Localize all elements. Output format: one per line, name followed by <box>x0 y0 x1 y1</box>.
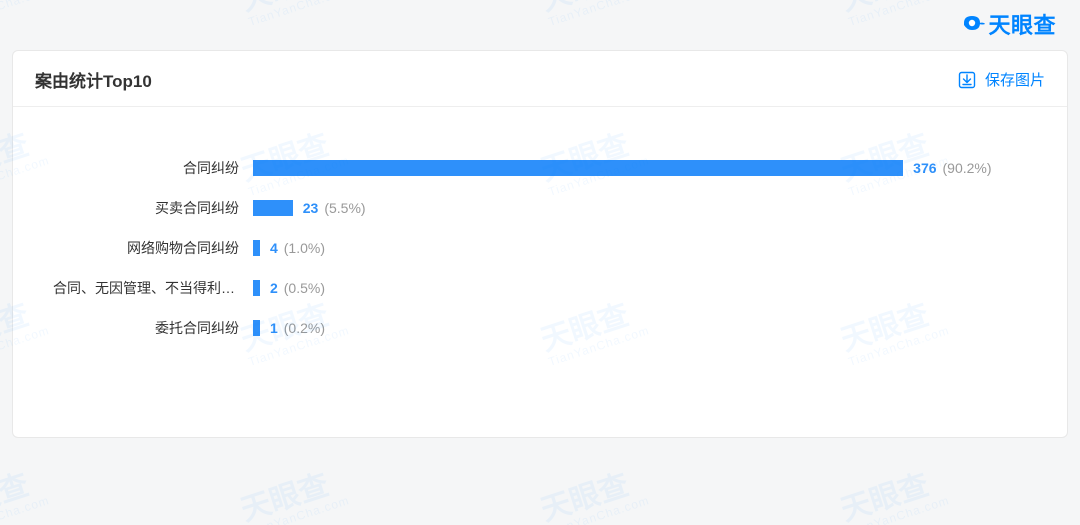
bar-fill <box>253 200 293 216</box>
bar-pct: (0.2%) <box>284 320 325 336</box>
bar-row: 委托合同纠纷 1 (0.2%) <box>53 317 1027 339</box>
bar-label: 合同、无因管理、不当得利纠... <box>53 278 253 298</box>
bar-track: 23 (5.5%) <box>253 200 1027 216</box>
bar-label: 委托合同纠纷 <box>53 318 253 338</box>
brand-name: 天眼查 <box>988 8 1056 40</box>
bar-value: 376 <box>913 160 936 176</box>
watermark-stamp: 天眼查TianYanCha.com <box>0 455 51 525</box>
brand-logo: 天眼查 <box>960 8 1056 40</box>
bar-fill <box>253 160 903 176</box>
card-header: 案由统计Top10 保存图片 <box>13 51 1067 107</box>
bar-pct: (1.0%) <box>284 240 325 256</box>
bar-value: 1 <box>270 320 278 336</box>
bar-chart: 合同纠纷 376 (90.2%) 买卖合同纠纷 23 (5.5%) 网络购物合同纠纷 4 (1.… <box>13 107 1067 437</box>
watermark-stamp: 天眼查TianYanCha.com <box>234 455 351 525</box>
bar-label: 合同纠纷 <box>53 158 253 178</box>
bar-row: 合同、无因管理、不当得利纠... 2 (0.5%) <box>53 277 1027 299</box>
bar-track: 4 (1.0%) <box>253 240 1027 256</box>
bar-label: 买卖合同纠纷 <box>53 198 253 218</box>
bar-fill <box>253 240 260 256</box>
watermark-stamp: 天眼查TianYanCha.com <box>534 455 651 525</box>
card-title: 案由统计Top10 <box>35 67 152 92</box>
download-icon <box>957 70 977 90</box>
bar-track: 376 (90.2%) <box>253 160 1027 176</box>
bar-pct: (5.5%) <box>324 200 365 216</box>
bar-value: 2 <box>270 280 278 296</box>
bar-track: 2 (0.5%) <box>253 280 1027 296</box>
save-image-button[interactable]: 保存图片 <box>957 69 1045 90</box>
bar-row: 买卖合同纠纷 23 (5.5%) <box>53 197 1027 219</box>
bar-fill <box>253 320 260 336</box>
chart-card: 案由统计Top10 保存图片 合同纠纷 376 (90.2%) 买卖合同纠纷 23 (5.… <box>12 50 1068 438</box>
bar-value: 4 <box>270 240 278 256</box>
bar-label: 网络购物合同纠纷 <box>53 238 253 258</box>
bar-row: 网络购物合同纠纷 4 (1.0%) <box>53 237 1027 259</box>
save-image-label: 保存图片 <box>985 69 1045 90</box>
bar-pct: (90.2%) <box>943 160 992 176</box>
bar-value: 23 <box>303 200 319 216</box>
bar-pct: (0.5%) <box>284 280 325 296</box>
logo-icon <box>960 11 986 37</box>
bar-row: 合同纠纷 376 (90.2%) <box>53 157 1027 179</box>
bar-fill <box>253 280 260 296</box>
watermark-stamp: 天眼查TianYanCha.com <box>834 455 951 525</box>
bar-track: 1 (0.2%) <box>253 320 1027 336</box>
